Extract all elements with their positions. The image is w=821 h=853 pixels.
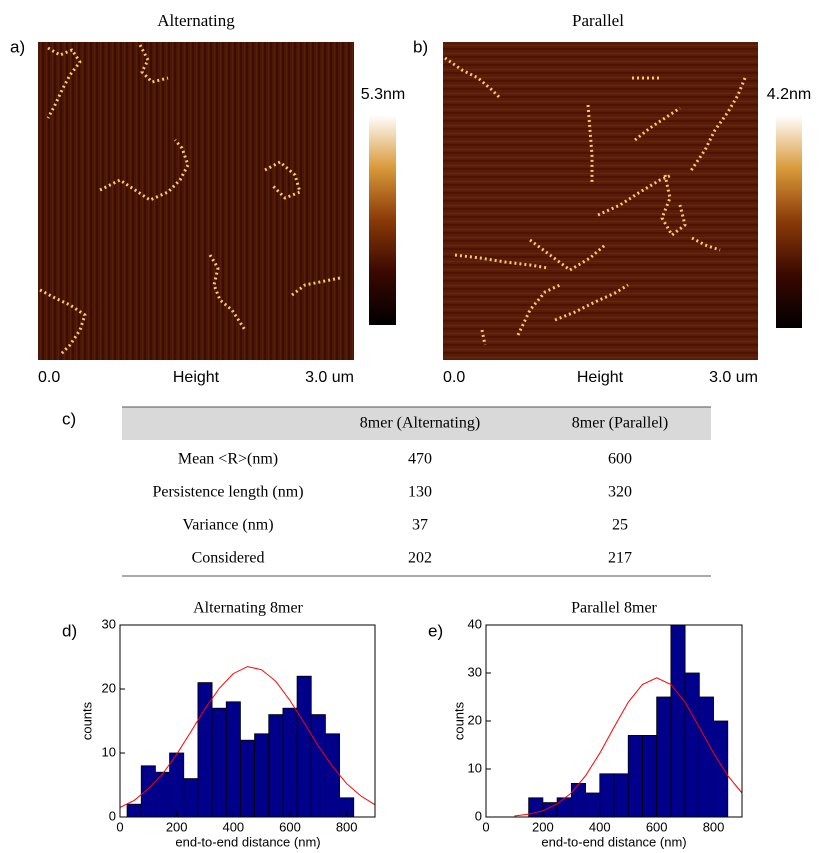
colorbar-label: 4.2nm [767,86,811,103]
axis-title: Height [577,369,624,386]
bar [282,707,298,818]
bar [556,797,572,818]
image-title: Parallel [572,11,624,30]
bar [670,624,686,818]
y-tick-label: 10 [468,760,482,775]
x-tick-label: 400 [222,819,244,834]
table-header-band [122,407,711,440]
bar [310,714,326,818]
afm-strands [444,56,747,346]
table-cell: 600 [608,451,632,468]
x-tick-label: 200 [532,819,554,834]
x-tick-label: 800 [703,819,725,834]
row-label: Variance (nm) [182,517,273,534]
x-tick-label: 600 [279,819,301,834]
chart-title: Alternating 8mer [193,600,303,617]
bar [599,773,615,818]
axis-end: 3.0 um [709,369,758,386]
x-axis-label: end-to-end distance (nm) [175,834,320,849]
histogram: Parallel 8mer end-to-end distance (nm) cou… [451,600,743,849]
y-axis-label: counts [451,701,466,740]
histogram: Alternating 8mer end-to-end distance (nm)… [79,600,376,849]
plot-frame [119,624,376,818]
panel-label: d) [62,621,77,640]
panel-label: e) [428,621,443,640]
x-tick-label: 800 [336,819,358,834]
panel-label: b) [413,37,428,56]
table-header: 8mer (Alternating) [360,415,480,432]
bar [684,672,700,818]
y-tick-label: 30 [468,664,482,679]
colorbar [369,115,396,325]
table-cell: 37 [412,517,428,534]
row-label: Considered [192,550,265,567]
bar [713,720,729,818]
table-cell: 202 [408,550,432,567]
axis-title: Height [173,369,220,386]
x-tick-label: 0 [482,819,489,834]
table-header: 8mer (Parallel) [572,415,668,432]
y-tick-label: 30 [102,616,116,631]
y-tick-label: 0 [109,808,116,823]
colorbar [776,115,802,328]
table: 8mer (Alternating) 8mer (Parallel) Mean <R… [152,415,668,567]
table-cell: 25 [612,517,628,534]
fit-curve [119,666,376,808]
table-cell: 130 [408,484,432,501]
bar [268,714,284,818]
x-tick-label: 600 [646,819,668,834]
table-cell: 470 [408,451,432,468]
bar [585,792,601,818]
chart-title: Parallel 8mer [571,600,657,617]
bar [126,803,142,818]
afm-image [38,42,354,360]
y-tick-label: 10 [102,744,116,759]
x-tick-label: 0 [116,819,123,834]
row-label: Persistence length (nm) [152,484,303,501]
x-axis-label: end-to-end distance (nm) [541,834,686,849]
panel-label: c) [62,409,76,428]
bar [627,735,643,818]
row-label: Mean <R>(nm) [178,451,278,468]
bar [570,783,586,818]
bar [240,739,255,818]
y-tick-label: 0 [475,808,482,823]
y-tick-label: 20 [102,680,116,695]
image-title: Alternating [157,11,235,30]
axis-end: 3.0 um [305,369,354,386]
y-tick-label: 40 [468,616,482,631]
colorbar-label: 5.3nm [361,86,405,103]
bar [296,675,312,818]
bar [642,735,658,818]
fit-curve [514,677,743,817]
y-tick-label: 20 [468,712,482,727]
bar [613,773,629,818]
bar [225,701,241,818]
y-axis-label: counts [79,701,94,740]
x-tick-label: 400 [589,819,611,834]
table-cell: 217 [608,550,632,567]
bar [140,765,156,818]
bar [183,778,199,818]
afm-strands [39,44,341,357]
axis-start: 0.0 [443,369,465,386]
bar [254,733,270,818]
axis-start: 0.0 [38,369,60,386]
bar [197,682,213,818]
afm-image [443,42,758,360]
bar [169,752,185,818]
bar [698,696,714,818]
x-tick-label: 200 [166,819,188,834]
table-cell: 320 [608,484,632,501]
bar [656,696,672,818]
bar [211,707,227,818]
bar [325,733,340,818]
panel-label: a) [10,37,25,56]
